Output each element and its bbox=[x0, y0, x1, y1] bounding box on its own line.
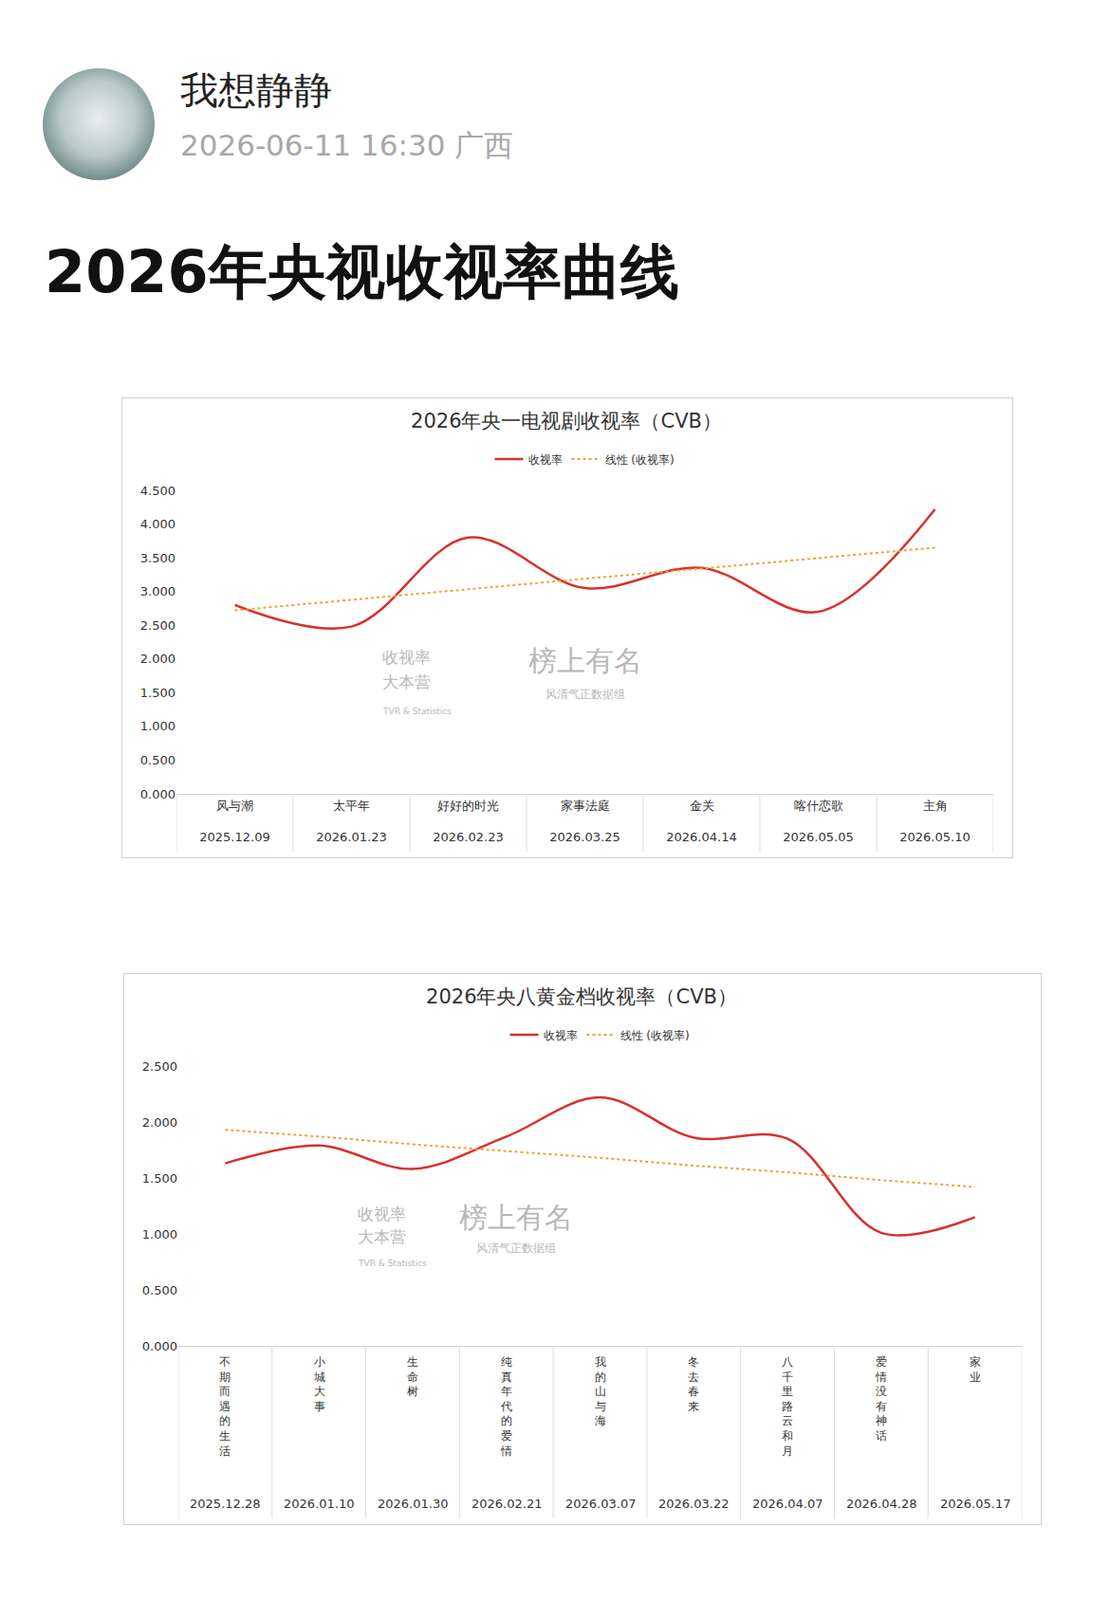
svg-text:0.500: 0.500 bbox=[142, 1283, 178, 1298]
svg-text:4.000: 4.000 bbox=[140, 517, 176, 532]
svg-text:线性 (收视率): 线性 (收视率) bbox=[620, 1029, 690, 1043]
svg-text:2026.05.17: 2026.05.17 bbox=[940, 1497, 1011, 1512]
svg-text:家业: 家业 bbox=[969, 1355, 981, 1385]
svg-text:主角2026.05.10: 主角2026.05.10 bbox=[899, 798, 970, 846]
svg-text:2.000: 2.000 bbox=[140, 651, 176, 666]
svg-text:2.500: 2.500 bbox=[142, 1059, 178, 1074]
svg-text:2026.03.07: 2026.03.07 bbox=[565, 1497, 636, 1512]
svg-text:2026.02.21: 2026.02.21 bbox=[471, 1497, 542, 1512]
svg-text:2026.03.22: 2026.03.22 bbox=[658, 1497, 729, 1512]
svg-text:纯真年代的爱情: 纯真年代的爱情 bbox=[499, 1355, 513, 1459]
svg-text:大本营: 大本营 bbox=[382, 672, 431, 692]
svg-text:收视率: 收视率 bbox=[382, 647, 431, 667]
svg-text:小城大事: 小城大事 bbox=[313, 1355, 326, 1414]
svg-text:0.500: 0.500 bbox=[140, 753, 176, 768]
svg-text:风清气正数据组: 风清气正数据组 bbox=[476, 1241, 556, 1256]
svg-text:3.500: 3.500 bbox=[140, 551, 176, 566]
svg-text:榜上有名: 榜上有名 bbox=[459, 1201, 574, 1235]
svg-text:我的山与海: 我的山与海 bbox=[594, 1355, 607, 1428]
svg-text:线性 (收视率): 线性 (收视率) bbox=[605, 453, 675, 467]
svg-text:风清气正数据组: 风清气正数据组 bbox=[545, 687, 626, 702]
svg-text:2026年央一电视剧收视率（CVB）: 2026年央一电视剧收视率（CVB） bbox=[410, 409, 722, 433]
svg-text:金关2026.04.14: 金关2026.04.14 bbox=[666, 798, 737, 846]
svg-text:榜上有名: 榜上有名 bbox=[528, 644, 643, 678]
svg-text:2.000: 2.000 bbox=[142, 1115, 178, 1130]
svg-text:不期而遇的生活: 不期而遇的生活 bbox=[219, 1355, 231, 1459]
svg-text:0.000: 0.000 bbox=[140, 787, 176, 802]
svg-text:TVR & Statistics: TVR & Statistics bbox=[382, 706, 452, 717]
svg-text:生命树: 生命树 bbox=[407, 1355, 419, 1399]
svg-text:2025.12.28: 2025.12.28 bbox=[189, 1497, 260, 1512]
svg-text:风与潮2025.12.09: 风与潮2025.12.09 bbox=[199, 798, 270, 846]
svg-text:1.500: 1.500 bbox=[142, 1171, 178, 1186]
svg-text:爱情没有神话: 爱情没有神话 bbox=[874, 1355, 888, 1443]
html-text:2026年央视收视率曲线: 2026年央视收视率曲线 bbox=[44, 237, 679, 307]
svg-text:大本营: 大本营 bbox=[357, 1227, 407, 1247]
svg-text:4.500: 4.500 bbox=[140, 483, 176, 499]
svg-text:喀什恋歌2026.05.05: 喀什恋歌2026.05.05 bbox=[782, 798, 853, 846]
svg-text:家事法庭2026.03.25: 家事法庭2026.03.25 bbox=[549, 798, 620, 846]
svg-text:收视率: 收视率 bbox=[357, 1204, 407, 1224]
svg-text:2.500: 2.500 bbox=[140, 618, 176, 633]
svg-text:3.000: 3.000 bbox=[140, 584, 176, 599]
html-text:2026-06-11 16:30 广西: 2026-06-11 16:30 广西 bbox=[180, 128, 514, 163]
svg-text:冬去春来: 冬去春来 bbox=[687, 1355, 700, 1414]
svg-text:2026年央八黄金档收视率（CVB）: 2026年央八黄金档收视率（CVB） bbox=[425, 985, 738, 1009]
svg-text:2026.01.30: 2026.01.30 bbox=[377, 1497, 448, 1512]
svg-text:0.000: 0.000 bbox=[142, 1339, 178, 1354]
svg-text:1.000: 1.000 bbox=[140, 719, 176, 734]
svg-text:八千里路云和月: 八千里路云和月 bbox=[781, 1355, 794, 1459]
svg-text:收视率: 收视率 bbox=[528, 453, 563, 467]
svg-text:2026.01.10: 2026.01.10 bbox=[283, 1497, 354, 1512]
svg-text:1.000: 1.000 bbox=[142, 1227, 178, 1242]
svg-text:TVR & Statistics: TVR & Statistics bbox=[357, 1258, 427, 1269]
svg-text:好好的时光2026.02.23: 好好的时光2026.02.23 bbox=[432, 798, 503, 846]
svg-text:1.500: 1.500 bbox=[140, 685, 176, 701]
html-text:我想静静: 我想静静 bbox=[180, 68, 333, 112]
svg-text:收视率: 收视率 bbox=[543, 1029, 578, 1043]
svg-text:2026.04.28: 2026.04.28 bbox=[846, 1497, 917, 1512]
svg-text:太平年2026.01.23: 太平年2026.01.23 bbox=[315, 798, 387, 846]
svg-text:2026.04.07: 2026.04.07 bbox=[752, 1497, 823, 1512]
